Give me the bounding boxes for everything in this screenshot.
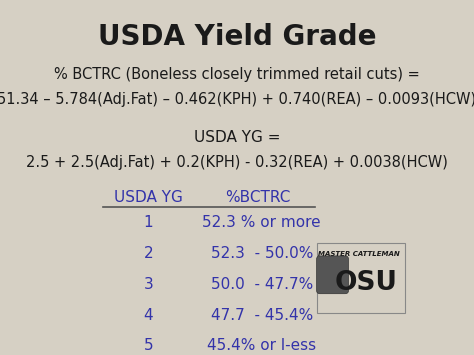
Text: 47.7  - 45.4%: 47.7 - 45.4% — [210, 307, 313, 323]
Text: 52.3 % or more: 52.3 % or more — [202, 215, 321, 230]
Text: 2: 2 — [144, 246, 154, 261]
Text: 5: 5 — [144, 338, 154, 353]
Text: 1: 1 — [144, 215, 154, 230]
FancyBboxPatch shape — [317, 256, 348, 294]
Text: 3: 3 — [144, 277, 154, 292]
FancyBboxPatch shape — [317, 244, 405, 313]
Text: % BCTRC (Boneless closely trimmed retail cuts) =: % BCTRC (Boneless closely trimmed retail… — [54, 67, 420, 82]
Text: 45.4% or l-ess: 45.4% or l-ess — [207, 338, 316, 353]
Text: %BCTRC: %BCTRC — [226, 190, 291, 205]
Text: OSU: OSU — [335, 270, 398, 296]
Text: USDA YG: USDA YG — [114, 190, 183, 205]
Text: 4: 4 — [144, 307, 154, 323]
Text: USDA YG =: USDA YG = — [194, 130, 280, 145]
Text: USDA Yield Grade: USDA Yield Grade — [98, 23, 376, 51]
Text: 50.0  - 47.7%: 50.0 - 47.7% — [210, 277, 313, 292]
Text: 2.5 + 2.5(Adj.Fat) + 0.2(KPH) - 0.32(REA) + 0.0038(HCW): 2.5 + 2.5(Adj.Fat) + 0.2(KPH) - 0.32(REA… — [26, 155, 448, 170]
Text: MASTER CATTLEMAN: MASTER CATTLEMAN — [318, 251, 400, 257]
Text: 52.3  - 50.0%: 52.3 - 50.0% — [210, 246, 313, 261]
Text: 51.34 – 5.784(Adj.Fat) – 0.462(KPH) + 0.740(REA) – 0.0093(HCW): 51.34 – 5.784(Adj.Fat) – 0.462(KPH) + 0.… — [0, 92, 474, 107]
